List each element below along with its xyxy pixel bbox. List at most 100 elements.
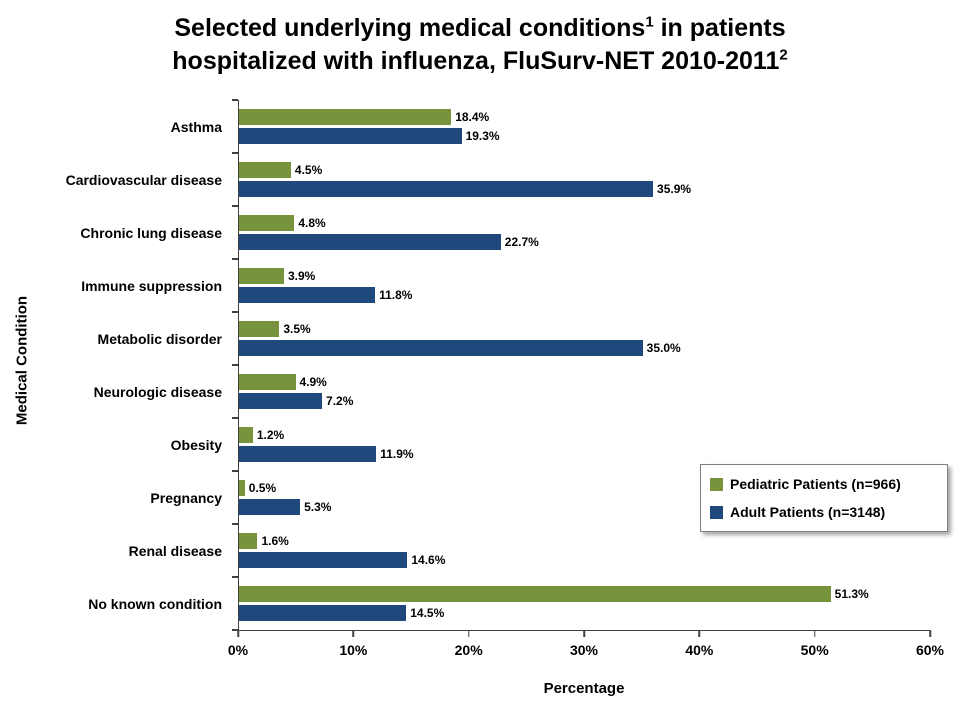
x-tick-label: 0%: [227, 642, 249, 658]
y-tick-mark: [232, 576, 238, 578]
category-label: Asthma: [170, 118, 222, 135]
bar-value-label: 3.9%: [287, 269, 316, 283]
bar-line: 19.3%: [239, 128, 931, 144]
x-axis-ticks: 0% 10% 20% 30% 40% 50% 60%: [228, 630, 944, 670]
chart-title-line2: hospitalized with influenza, FluSurv-NET…: [0, 45, 960, 78]
legend: Pediatric Patients (n=966) Adult Patients…: [700, 464, 948, 532]
adult-bar: [239, 499, 301, 515]
adult-bar: [239, 605, 407, 621]
bar-value-label: 11.8%: [379, 288, 413, 302]
bar-group: 3.5% 35.0%: [239, 312, 931, 365]
bar-line: 7.2%: [239, 393, 931, 409]
category-label: Neurologic disease: [93, 383, 222, 400]
bar-value-label: 4.9%: [299, 375, 327, 389]
category-label: Obesity: [170, 436, 222, 453]
bar-group: 18.4% 19.3%: [239, 100, 931, 153]
bar-line: 11.9%: [239, 446, 931, 462]
x-axis-title: Percentage: [543, 680, 625, 697]
category-label: Immune suppression: [81, 277, 222, 294]
pediatric-bar: [239, 374, 296, 390]
category-label: Pregnancy: [150, 489, 222, 506]
bar-value-label: 35.9%: [657, 182, 692, 196]
legend-swatch: [710, 505, 723, 519]
bar-line: 11.8%: [239, 287, 931, 303]
bar-value-label: 1.2%: [256, 428, 285, 442]
legend-item: Pediatric Patients (n=966): [710, 476, 938, 492]
bar-line: 14.5%: [239, 605, 931, 621]
pediatric-bar: [239, 586, 831, 602]
category-label: Metabolic disorder: [97, 330, 222, 347]
bar-line: 5.3%: [239, 499, 931, 515]
y-tick-mark: [232, 311, 238, 313]
bar-line: 35.0%: [239, 340, 931, 356]
pediatric-bar: [239, 215, 295, 231]
bar-value-label: 0.5%: [248, 481, 277, 495]
bar-rows: 18.4% 19.3% 4.5% 35.9% 4.8% 22.7% 3.9% 11.8% 3.5…: [239, 100, 931, 630]
adult-bar: [239, 128, 462, 144]
y-tick-mark: [232, 470, 238, 472]
y-tick-mark: [232, 205, 238, 207]
x-tick-label: 50%: [800, 642, 829, 658]
plot-area: 18.4% 19.3% 4.5% 35.9% 4.8% 22.7% 3.9% 11.8% 3.5…: [232, 99, 931, 631]
bar-line: 22.7%: [239, 234, 931, 250]
pediatric-bar: [239, 162, 291, 178]
x-tick-label: 40%: [685, 642, 714, 658]
bar-value-label: 7.2%: [326, 394, 354, 408]
adult-bar: [239, 446, 377, 462]
legend-label: Adult Patients (n=3148): [730, 504, 886, 520]
pediatric-bar: [239, 533, 258, 549]
legend-item: Adult Patients (n=3148): [710, 504, 938, 520]
pediatric-bar: [239, 109, 452, 125]
pediatric-bar: [239, 321, 280, 337]
adult-bar: [239, 234, 501, 250]
legend-swatch: [710, 477, 723, 491]
bar-value-label: 5.3%: [304, 500, 332, 514]
bar-value-label: 51.3%: [834, 587, 869, 601]
bar-line: 1.6%: [239, 533, 931, 549]
x-tick-mark: [352, 631, 355, 637]
bar-line: 3.9%: [239, 268, 931, 284]
x-tick-label: 30%: [569, 642, 599, 658]
x-tick-mark: [813, 631, 816, 637]
legend-entries: Pediatric Patients (n=966) Adult Patients…: [710, 476, 938, 520]
bar-line: 18.4%: [239, 109, 931, 125]
x-tick-mark: [583, 631, 585, 637]
bar-value-label: 14.5%: [410, 606, 445, 620]
y-tick-mark: [232, 417, 238, 419]
chart-title-line1: Selected underlying medical conditions1 …: [0, 12, 960, 45]
bar-line: 1.2%: [239, 427, 931, 443]
bar-value-label: 35.0%: [646, 341, 681, 355]
x-tick-label: 20%: [454, 642, 483, 658]
adult-bar: [239, 393, 323, 409]
bar-group: 1.2% 11.9%: [239, 418, 931, 471]
bar-value-label: 4.5%: [294, 163, 323, 177]
category-label: No known condition: [88, 595, 222, 612]
bar-group: 0.5% 5.3%: [239, 471, 931, 524]
x-tick-mark: [237, 631, 239, 637]
bar-group: 4.5% 35.9%: [239, 153, 931, 206]
category-labels: Asthma Cardiovascular disease Chronic lung…: [0, 100, 230, 630]
bar-value-label: 18.4%: [455, 110, 490, 124]
bar-line: 51.3%: [239, 586, 931, 602]
chart-title: Selected underlying medical conditions1 …: [0, 12, 960, 78]
pediatric-bar: [239, 268, 284, 284]
bar-line: 4.5%: [239, 162, 931, 178]
pediatric-bar: [239, 480, 245, 496]
x-tick-mark: [467, 631, 470, 637]
bar-group: 4.8% 22.7%: [239, 206, 931, 259]
pediatric-bar: [239, 427, 253, 443]
bar-value-label: 11.9%: [380, 447, 414, 461]
bar-group: 1.6% 14.6%: [239, 524, 931, 577]
y-tick-mark: [232, 258, 238, 260]
category-label: Cardiovascular disease: [65, 171, 222, 188]
bar-group: 51.3% 14.5%: [239, 577, 931, 630]
title-line2-superscript: 2: [779, 46, 788, 64]
title-line1-superscript: 1: [645, 13, 654, 31]
bar-line: 35.9%: [239, 181, 931, 197]
legend-label: Pediatric Patients (n=966): [730, 476, 901, 492]
bar-line: 14.6%: [239, 552, 931, 568]
adult-bar: [239, 181, 654, 197]
bar-value-label: 3.5%: [283, 322, 311, 336]
title-line1-text: Selected underlying medical conditions: [174, 14, 646, 42]
category-label: Chronic lung disease: [80, 224, 222, 241]
